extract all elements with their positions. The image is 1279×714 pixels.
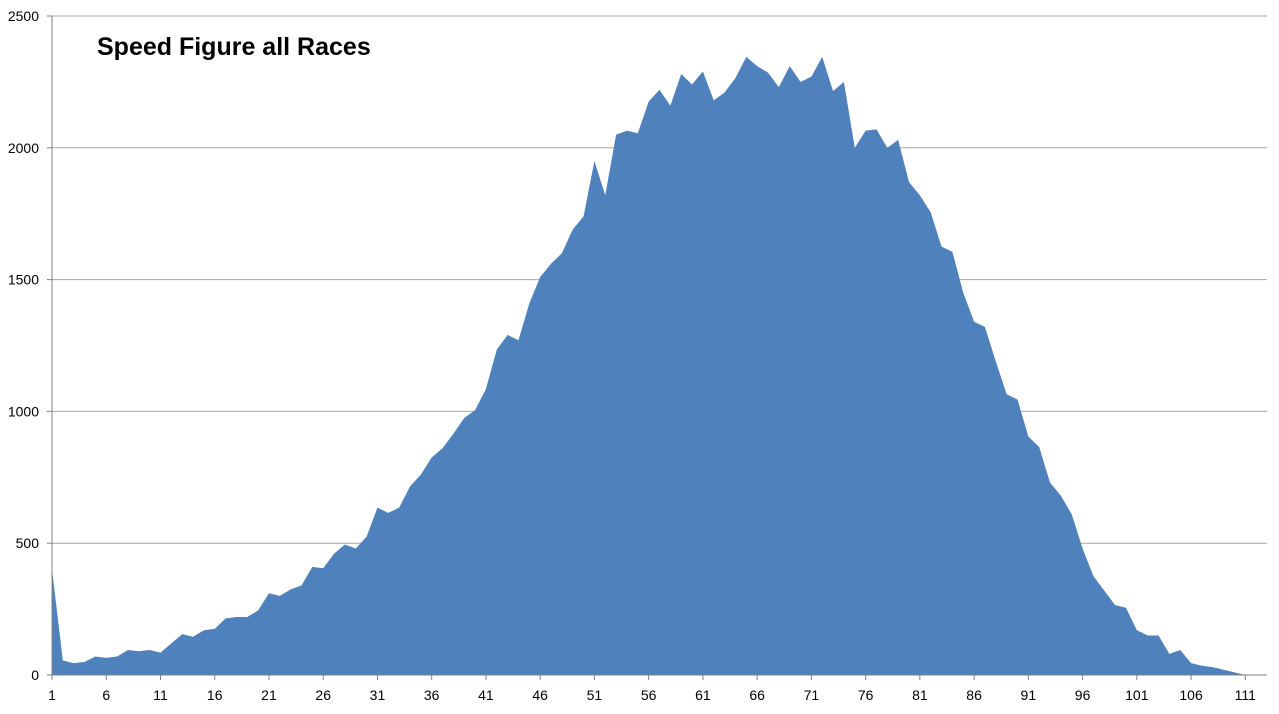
x-tick-label-14: 71 <box>804 687 820 703</box>
x-tick-label-18: 91 <box>1021 687 1037 703</box>
x-tick-label-21: 106 <box>1179 687 1203 703</box>
y-tick-label-2: 1000 <box>8 403 39 419</box>
y-tick-label-5: 2500 <box>8 8 39 24</box>
x-tick-label-6: 31 <box>370 687 386 703</box>
x-tick-label-3: 16 <box>207 687 223 703</box>
axes <box>51 16 1267 676</box>
y-tick-label-1: 500 <box>16 535 40 551</box>
x-tick-label-11: 56 <box>641 687 657 703</box>
y-tick-label-3: 1500 <box>8 272 39 288</box>
x-tick-label-19: 96 <box>1075 687 1091 703</box>
x-tick-label-7: 36 <box>424 687 440 703</box>
x-tick-label-12: 61 <box>695 687 711 703</box>
x-tick-label-2: 11 <box>153 687 168 703</box>
x-tick-label-15: 76 <box>858 687 874 703</box>
x-tick-label-9: 46 <box>532 687 548 703</box>
area-series <box>52 56 1257 676</box>
y-tick-label-4: 2000 <box>8 140 39 156</box>
chart-title: Speed Figure all Races <box>97 33 371 61</box>
x-tick-label-1: 6 <box>102 687 110 703</box>
x-tick-label-0: 1 <box>48 687 56 703</box>
y-tick-label-0: 0 <box>31 667 39 683</box>
x-tick-label-22: 111 <box>1235 687 1256 703</box>
x-tick-label-10: 51 <box>587 687 603 703</box>
x-tick-label-8: 41 <box>478 687 494 703</box>
x-axis-ticks: 1 6 11 16 21 26 31 36 41 46 51 56 61 66 71 76 81 86 91 96 10… <box>48 675 1256 703</box>
x-tick-label-13: 66 <box>749 687 765 703</box>
x-tick-label-4: 21 <box>261 687 277 703</box>
y-axis-ticks: 0 500 1000 1500 2000 2500 <box>8 8 52 683</box>
x-tick-label-16: 81 <box>912 687 928 703</box>
x-tick-label-5: 26 <box>315 687 331 703</box>
x-tick-label-20: 101 <box>1125 687 1149 703</box>
x-tick-label-17: 86 <box>966 687 982 703</box>
